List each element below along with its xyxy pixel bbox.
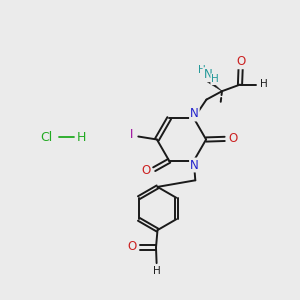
Text: O: O (141, 164, 150, 177)
Text: I: I (130, 128, 134, 141)
Text: N: N (190, 107, 199, 121)
Text: H: H (260, 79, 268, 89)
Polygon shape (204, 77, 222, 91)
Text: O: O (237, 55, 246, 68)
Text: H: H (76, 131, 86, 144)
Text: H: H (153, 266, 160, 276)
Text: O: O (229, 132, 238, 146)
Text: O: O (128, 240, 136, 254)
Text: Cl: Cl (40, 131, 52, 144)
Text: N: N (203, 68, 212, 81)
Text: H: H (211, 74, 219, 84)
Text: H: H (198, 65, 206, 75)
Text: N: N (190, 158, 199, 172)
